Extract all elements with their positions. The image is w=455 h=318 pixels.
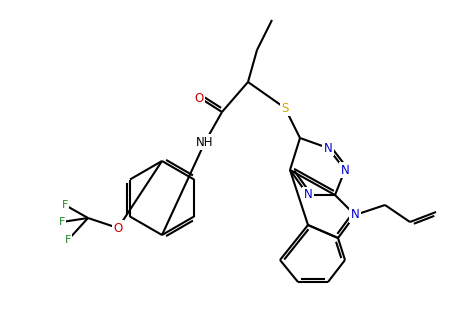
Text: N: N: [303, 189, 313, 202]
Text: NH: NH: [196, 135, 214, 149]
Text: F: F: [59, 217, 65, 227]
Text: N: N: [341, 163, 349, 176]
Text: O: O: [113, 222, 123, 234]
Text: N: N: [351, 209, 359, 222]
Text: O: O: [194, 92, 204, 105]
Text: S: S: [281, 101, 288, 114]
Text: N: N: [324, 142, 332, 155]
Text: F: F: [62, 200, 68, 210]
Text: F: F: [65, 235, 71, 245]
